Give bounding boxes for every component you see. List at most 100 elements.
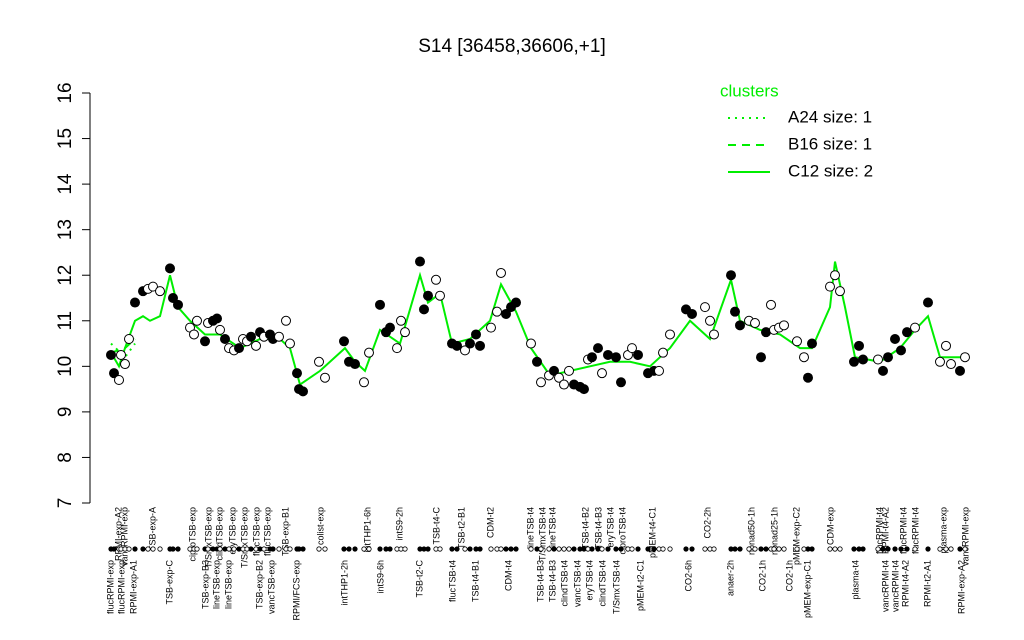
rug-mark	[832, 546, 838, 552]
data-point	[114, 375, 124, 385]
rug-mark	[752, 546, 758, 552]
x-label-top: TSB-t4-B2	[580, 507, 590, 549]
rug-mark	[892, 546, 898, 552]
x-label-bottom: CDM-t4	[503, 560, 513, 591]
rug-mark	[488, 546, 494, 552]
rug-mark	[226, 546, 232, 552]
data-point	[779, 320, 789, 331]
x-label-bottom: intTHP1-2h	[339, 560, 349, 606]
y-tick-label: 9	[55, 407, 76, 418]
data-point	[423, 290, 433, 301]
data-point	[396, 315, 406, 326]
x-label-bottom: RPMI-exp-A1	[128, 560, 138, 614]
x-label-top: flucRPMI-t4	[874, 507, 884, 554]
x-label-bottom: TSB-exp-B2	[254, 560, 264, 609]
rug-mark	[126, 546, 132, 552]
data-point	[285, 338, 295, 349]
rug-mark	[732, 546, 738, 552]
legend-label: C12 size: 2	[788, 161, 873, 180]
x-label-bottom: pMEM-exp-C1	[802, 560, 812, 618]
data-point	[359, 377, 369, 388]
rug-mark	[566, 546, 572, 552]
x-label-bottom: clindTSB-t4	[597, 560, 607, 607]
data-point	[799, 352, 809, 363]
rug-mark	[300, 546, 306, 552]
rug-mark	[851, 546, 857, 552]
x-label-bottom: pMEM-t2-C1	[635, 560, 645, 611]
data-point	[106, 349, 116, 360]
rug-mark	[827, 546, 833, 552]
x-label-bottom: TSB-t4-B3	[535, 560, 545, 602]
data-point	[364, 347, 374, 358]
y-tick-label: 10	[55, 356, 76, 377]
rug-mark	[925, 546, 931, 552]
rug-mark	[711, 546, 717, 552]
rug-mark	[454, 546, 460, 552]
x-label-bottom: lineTSB-exp	[223, 560, 233, 609]
rug-mark	[746, 546, 752, 552]
data-point	[960, 352, 970, 363]
data-point	[611, 352, 621, 363]
x-label-top: CO2-2h	[702, 507, 712, 539]
x-label-bottom: TSB-exp-B3	[200, 560, 210, 609]
x-label-bottom: TSB-t2-C	[414, 560, 424, 598]
data-point	[298, 386, 308, 397]
data-point	[419, 304, 429, 315]
data-point	[431, 274, 441, 285]
rug-mark	[957, 546, 963, 552]
data-point	[616, 377, 626, 388]
x-label-top: ciproTSB-t4	[617, 507, 627, 555]
data-point	[375, 299, 385, 310]
data-point	[415, 256, 425, 267]
data-point	[452, 340, 462, 351]
rug-mark	[248, 546, 254, 552]
x-label-top: flucTSB-exp	[251, 507, 261, 556]
y-tick-label: 13	[55, 219, 76, 240]
data-point	[835, 286, 845, 297]
data-point	[215, 324, 225, 335]
data-point	[435, 290, 445, 301]
y-tick-label: 11	[55, 311, 76, 331]
data-point	[873, 354, 883, 365]
data-point	[756, 352, 766, 363]
data-point	[536, 377, 546, 388]
rug-mark	[689, 546, 695, 552]
data-point	[400, 327, 410, 338]
data-point	[807, 338, 817, 349]
data-point	[830, 270, 840, 281]
data-point	[726, 270, 736, 281]
data-point	[314, 356, 324, 367]
x-label-bottom: lineTSB-exp	[211, 560, 221, 609]
rug-mark	[589, 546, 595, 552]
rug-mark	[477, 546, 483, 552]
rug-mark	[737, 546, 743, 552]
data-point	[532, 356, 542, 367]
data-point	[350, 359, 360, 370]
data-point	[658, 347, 668, 358]
rug-mark	[613, 546, 619, 552]
data-point	[709, 329, 719, 340]
x-label-top: nonad50-1h	[746, 507, 756, 555]
data-point	[116, 349, 126, 360]
data-point	[392, 343, 402, 354]
data-point	[564, 365, 574, 376]
data-point	[486, 322, 496, 333]
x-label-top: intTHP1-6h	[362, 507, 372, 553]
data-point	[320, 372, 330, 383]
x-label-top: TSB-exp-A	[147, 507, 157, 551]
chart-title: S14 [36458,36606,+1]	[418, 36, 606, 57]
rug-mark	[551, 546, 557, 552]
data-point	[654, 365, 664, 376]
x-label-top: eryTSB-t4	[605, 507, 615, 548]
x-label-top: TSB-t4-B3	[593, 507, 603, 549]
rug-mark	[781, 546, 787, 552]
rug-mark	[538, 546, 544, 552]
data-point	[935, 356, 945, 367]
rug-mark	[776, 546, 782, 552]
data-point	[705, 315, 715, 326]
x-label-top: TSB-exp-B1	[280, 507, 290, 556]
data-point	[385, 322, 395, 333]
x-label-top: lineTSB-t4	[525, 507, 535, 549]
x-label-top: nonad25-1h	[769, 507, 779, 555]
data-point	[946, 359, 956, 370]
